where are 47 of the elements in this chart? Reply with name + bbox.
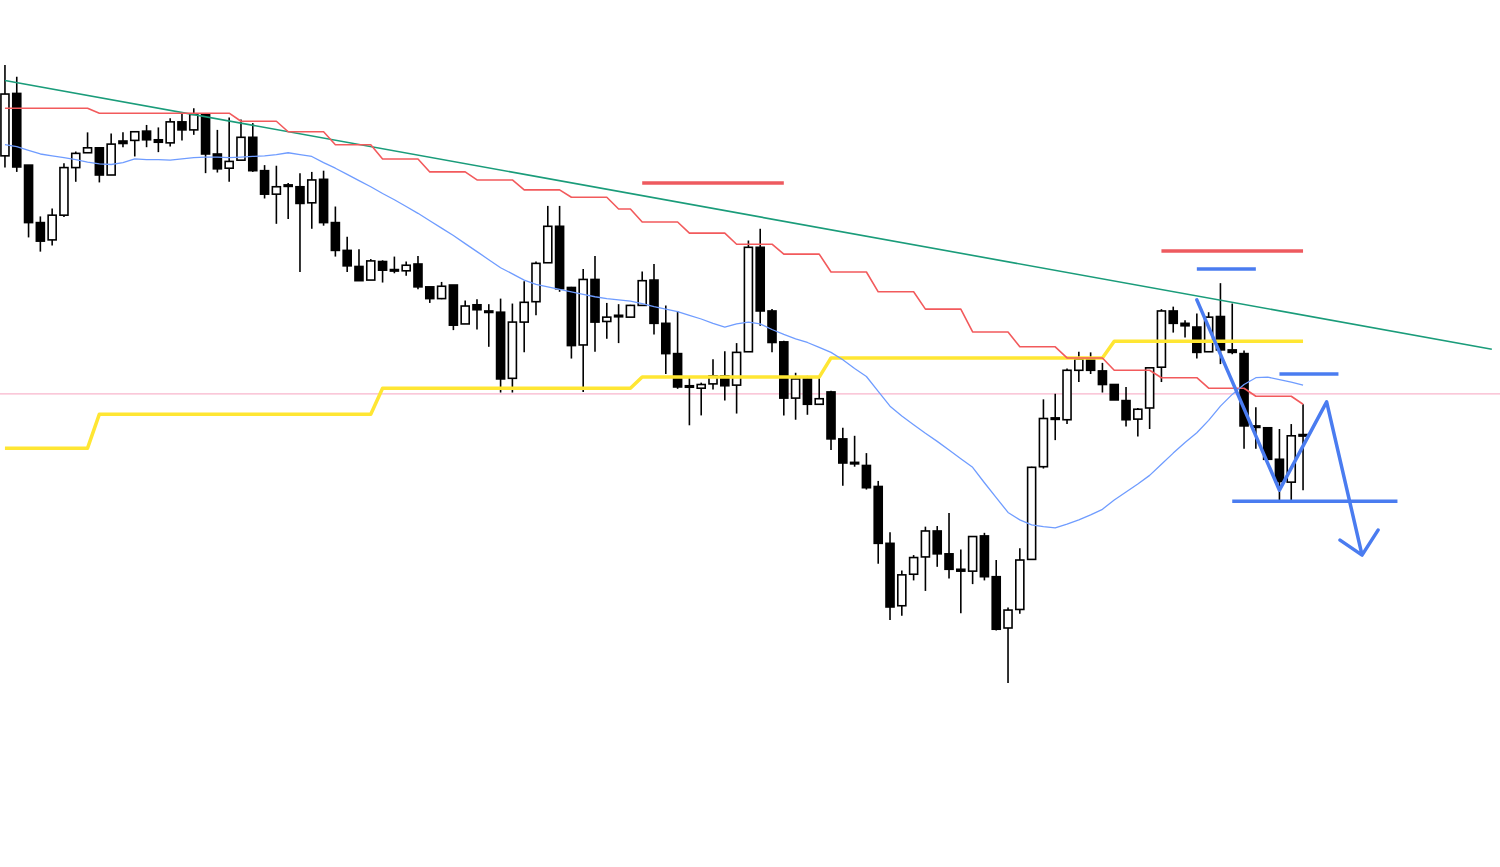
candlestick (956, 548, 966, 614)
candlestick (129, 130, 140, 158)
candlestick (1097, 362, 1108, 394)
candlestick (188, 107, 199, 136)
candlestick (70, 150, 81, 183)
candlestick (1003, 606, 1013, 684)
candlestick (365, 258, 376, 281)
candlestick (283, 182, 293, 220)
candlestick (696, 381, 707, 417)
candlestick (377, 259, 388, 284)
candlestick (259, 164, 270, 200)
candlestick (1050, 392, 1061, 441)
candlestick (814, 377, 825, 406)
candlestick (849, 435, 860, 468)
candlestick (82, 131, 93, 154)
candlestick (460, 299, 470, 325)
candlestick (224, 116, 234, 183)
candlestick (342, 236, 352, 273)
candlestick (354, 248, 364, 282)
candlestick (153, 126, 164, 153)
candlestick (165, 117, 175, 148)
candlestick (519, 280, 529, 354)
candlestick (1168, 305, 1179, 334)
candlestick (413, 255, 423, 291)
candlestick (35, 215, 46, 253)
candlestick (306, 171, 317, 230)
candlestick (861, 452, 872, 491)
candlestick (236, 118, 246, 161)
candlestick (177, 111, 187, 142)
candlestick (1227, 302, 1238, 356)
candlestick (601, 302, 612, 340)
candlestick (613, 303, 624, 344)
candlestick (472, 298, 482, 331)
candlestick (295, 172, 305, 273)
candlestick (1298, 403, 1308, 491)
candlestick (944, 512, 954, 580)
candlestick (932, 525, 943, 568)
candlestick (1074, 350, 1084, 383)
candlestick (118, 131, 128, 148)
candlestick (141, 124, 152, 148)
candlestick (1121, 386, 1131, 428)
candlestick (1133, 407, 1143, 438)
candlestick (908, 554, 919, 582)
candlestick (271, 164, 282, 225)
candlestick (1180, 319, 1190, 339)
candlestick (790, 371, 801, 421)
candlestick (483, 303, 494, 348)
